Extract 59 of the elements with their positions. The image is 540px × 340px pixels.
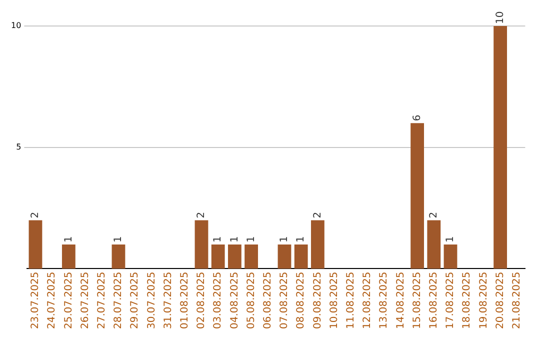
- data-label: 1: [113, 236, 124, 242]
- x-tick-label: 18.08.2025: [462, 272, 473, 330]
- x-tick-label: 23.07.2025: [30, 272, 42, 330]
- x-tick-label: 19.08.2025: [478, 272, 490, 330]
- bar: [62, 244, 76, 269]
- bar: [228, 244, 242, 269]
- x-tick-label: 13.08.2025: [378, 272, 390, 330]
- data-label: 1: [229, 236, 240, 242]
- x-tick-label: 30.07.2025: [146, 272, 158, 330]
- bar: [310, 220, 324, 269]
- x-tick-label: 07.08.2025: [279, 272, 290, 330]
- x-tick-label: 21.08.2025: [511, 272, 522, 330]
- bar: [244, 244, 258, 269]
- x-tick-label: 16.08.2025: [428, 272, 440, 330]
- data-label: 2: [428, 212, 440, 218]
- data-label: 10: [494, 11, 506, 24]
- data-label: 1: [246, 236, 257, 242]
- x-tick-label: 09.08.2025: [312, 272, 324, 330]
- x-tick-label: 01.08.2025: [179, 272, 190, 330]
- bar: [410, 123, 424, 269]
- x-tick-label: 14.08.2025: [395, 272, 406, 330]
- data-label: 1: [63, 236, 74, 242]
- x-tick-label: 29.07.2025: [130, 272, 141, 330]
- data-label: 2: [312, 212, 324, 218]
- x-tick-label: 24.07.2025: [46, 272, 58, 330]
- bar: [211, 244, 225, 269]
- x-tick-label: 04.08.2025: [229, 272, 240, 330]
- data-label: 6: [412, 114, 423, 122]
- x-tick-label: 28.07.2025: [113, 272, 124, 330]
- bar: [112, 244, 126, 269]
- x-tick-label: 15.08.2025: [412, 272, 423, 330]
- x-tick-label: 08.08.2025: [296, 272, 307, 330]
- x-tick-label: 27.07.2025: [96, 272, 108, 330]
- x-tick-label: 03.08.2025: [212, 272, 224, 330]
- bar: [494, 26, 507, 269]
- data-label: 2: [196, 212, 208, 218]
- bar: [427, 220, 441, 269]
- x-tick-label: 20.08.2025: [494, 272, 506, 330]
- bar: [278, 244, 292, 269]
- x-tick-label: 12.08.2025: [362, 272, 374, 330]
- x-tick-label: 10.08.2025: [328, 272, 340, 330]
- bar: [294, 244, 308, 269]
- data-label: 1: [296, 236, 307, 242]
- x-tick-label: 05.08.2025: [246, 272, 257, 330]
- x-tick-label: 02.08.2025: [196, 272, 208, 330]
- x-tick-label: 26.07.2025: [80, 272, 91, 330]
- bar: [444, 244, 458, 269]
- bar: [28, 220, 42, 269]
- data-label: 1: [445, 236, 456, 242]
- data-label: 2: [30, 212, 42, 218]
- x-tick-label: 25.07.2025: [63, 272, 74, 330]
- x-tick-label: 31.07.2025: [162, 272, 174, 330]
- y-tick-label: 5: [16, 142, 22, 152]
- x-tick-label: 11.08.2025: [345, 272, 356, 330]
- x-tick-label: 06.08.2025: [262, 272, 274, 330]
- bar: [194, 220, 208, 269]
- data-label: 1: [212, 236, 224, 242]
- data-label: 1: [279, 236, 290, 242]
- x-tick-label: 17.08.2025: [445, 272, 456, 330]
